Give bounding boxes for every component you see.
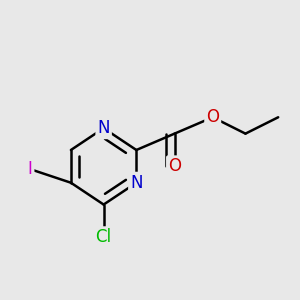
Text: I: I — [28, 160, 32, 178]
Text: O: O — [206, 108, 219, 126]
Text: Cl: Cl — [96, 228, 112, 246]
Text: O: O — [168, 158, 181, 175]
Text: N: N — [98, 119, 110, 137]
Text: N: N — [130, 174, 142, 192]
